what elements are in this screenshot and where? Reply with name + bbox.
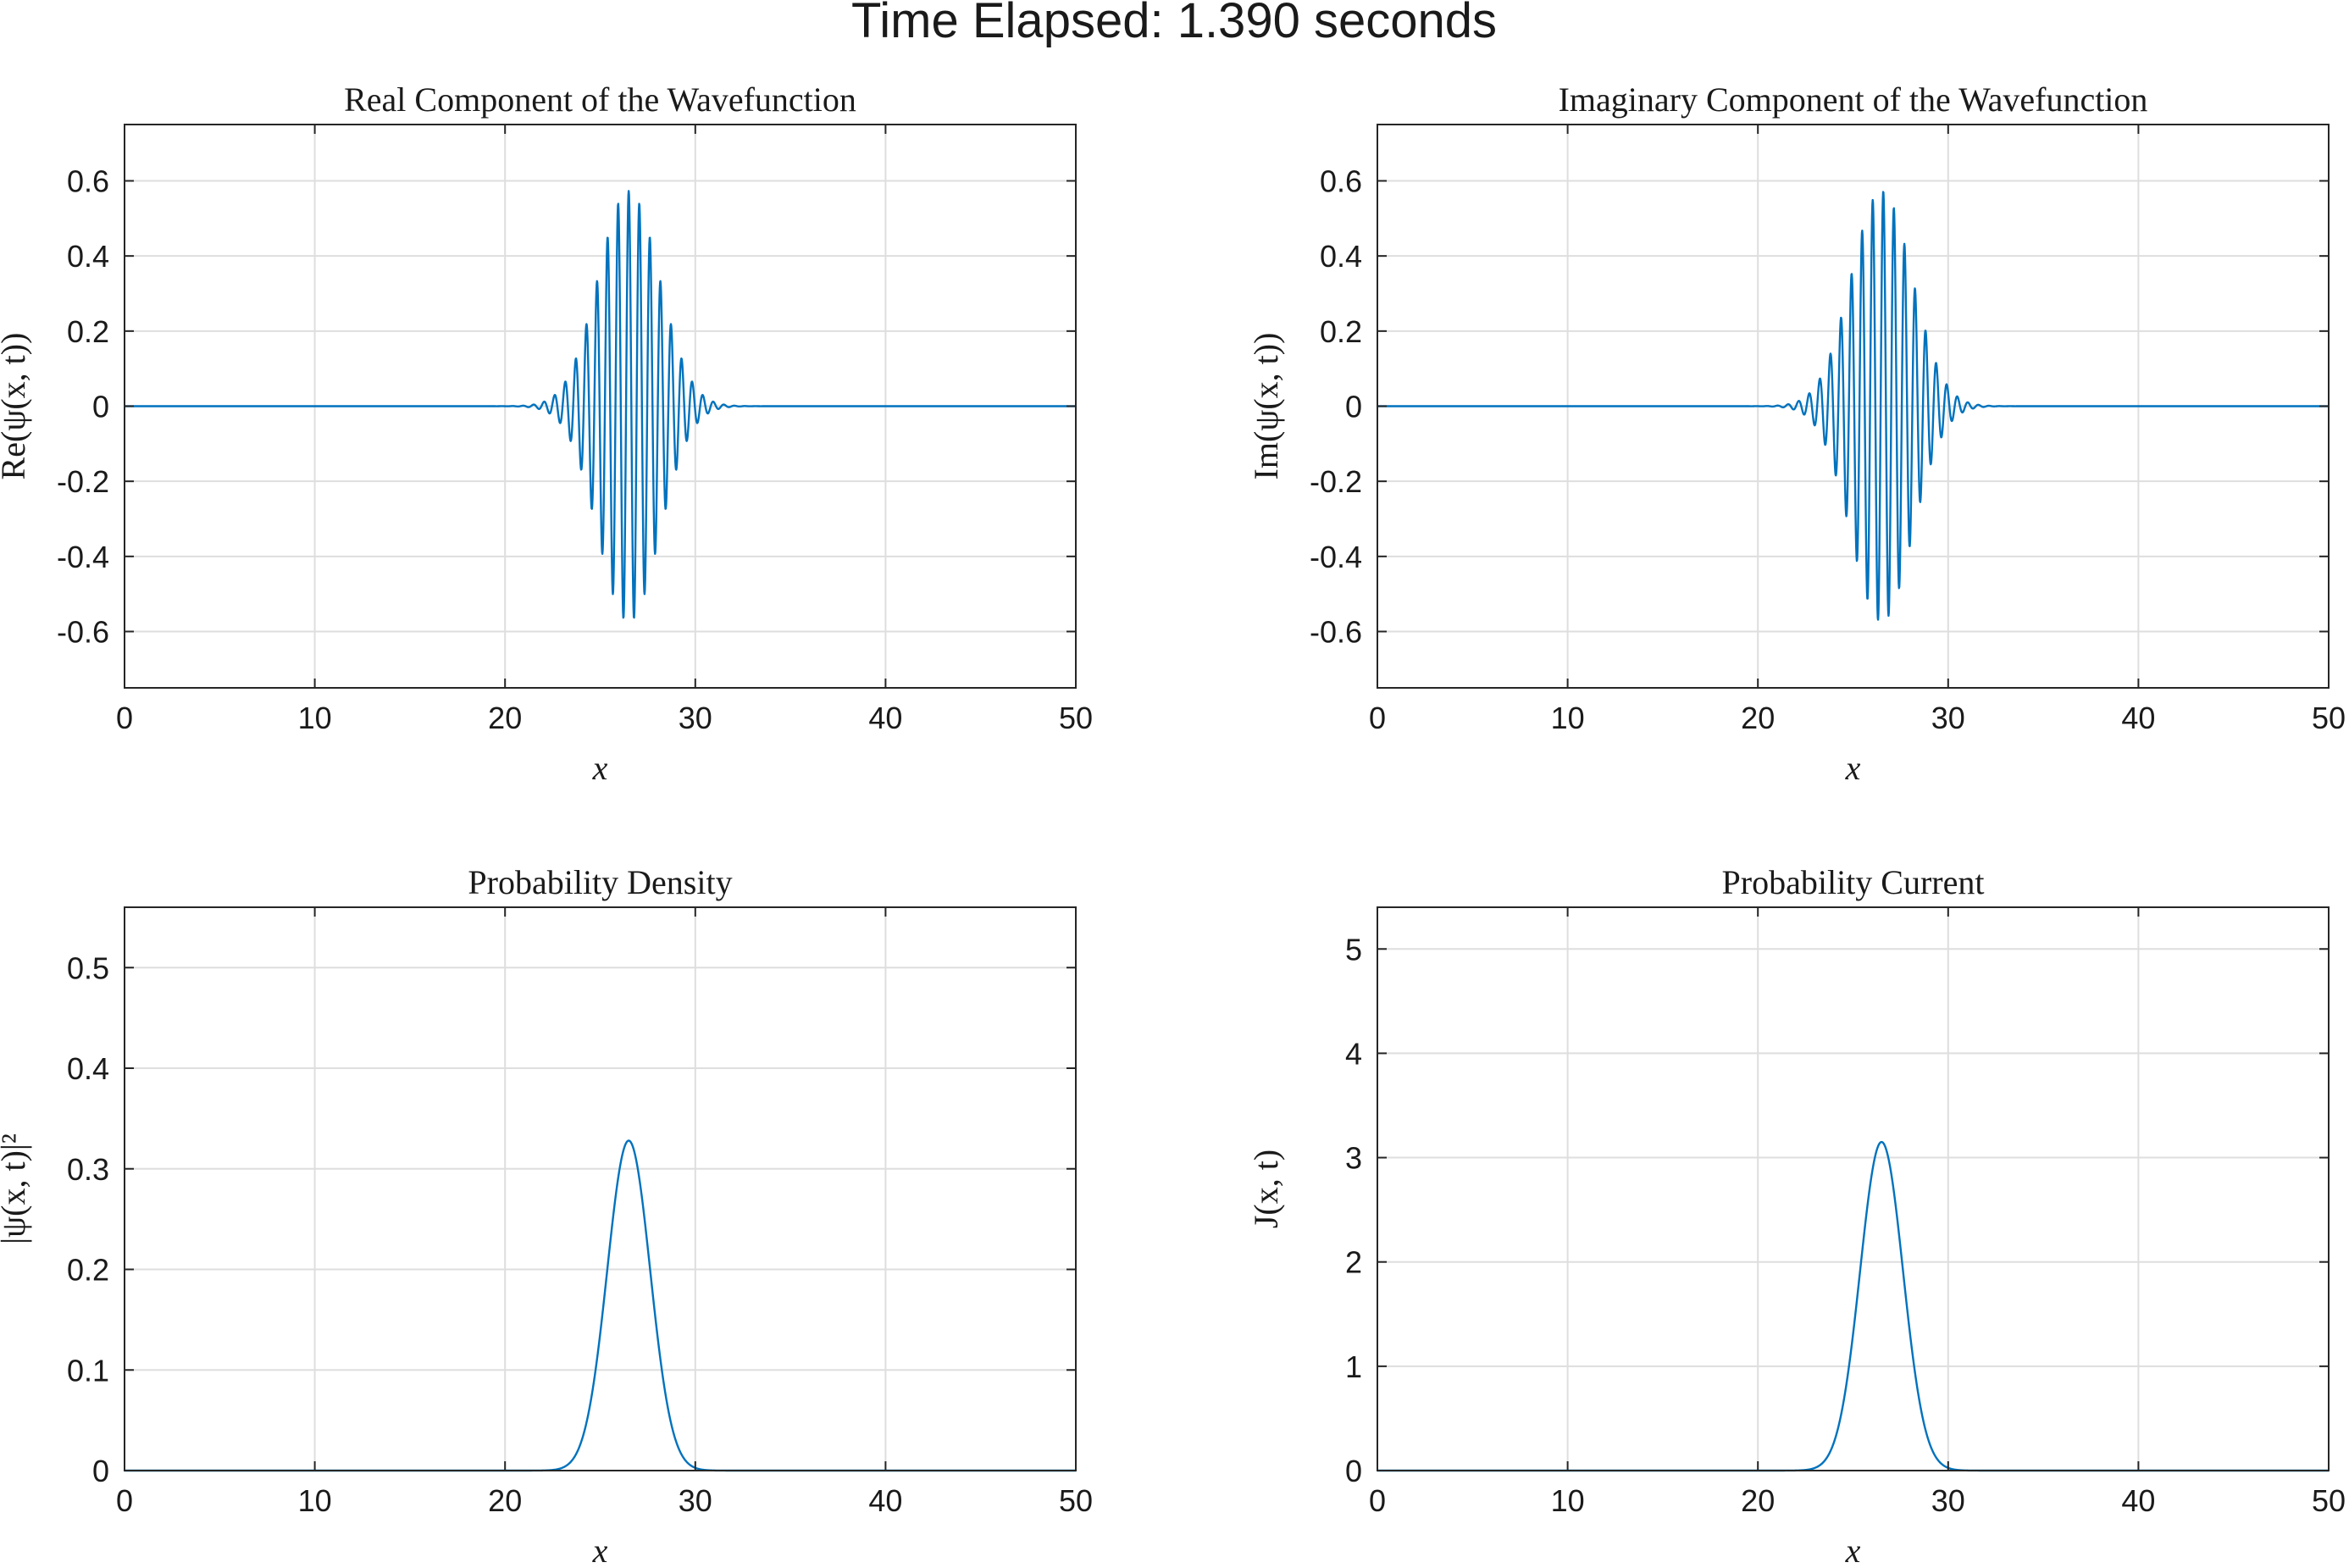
x-tick-label: 10 [1551, 1483, 1585, 1518]
plot-area [125, 907, 1076, 1471]
y-tick-label: 0.4 [67, 239, 109, 274]
panel-density: 0 10 20 30 40 50 0 0.1 0.2 0.3 0.4 0.5 Probability D… [0, 863, 1093, 1568]
y-tick-label: 1 [1345, 1349, 1362, 1384]
panel-title: Imaginary Component of the Wavefunction [1559, 80, 2148, 119]
x-tick-label: 50 [1059, 701, 1093, 735]
x-tick-label: 30 [1931, 1483, 1965, 1518]
y-tick-label: 0.2 [1320, 314, 1362, 349]
x-tick-label: 40 [2121, 1483, 2155, 1518]
x-tick-label: 50 [2312, 1483, 2346, 1518]
y-tick-label: 5 [1345, 932, 1362, 967]
y-tick-label: 0.4 [1320, 239, 1362, 274]
y-tick-label: -0.2 [1310, 464, 1362, 499]
y-tick-label: 0 [92, 1454, 109, 1488]
x-axis-label: x [1845, 1532, 1861, 1568]
panel-title: Probability Current [1722, 863, 1985, 901]
x-tick-label: 40 [2121, 701, 2155, 735]
panel-current: 0 10 20 30 40 50 0 1 2 3 4 5 Probability Current x J(x… [1247, 863, 2346, 1568]
axes-frame [124, 906, 1077, 1471]
x-axis-label: x [592, 1532, 608, 1568]
series-line-imag [1377, 191, 2330, 621]
x-tick-label: 30 [1931, 701, 1965, 735]
x-tick-label: 10 [298, 701, 332, 735]
series-line-real [124, 190, 1077, 619]
x-tick-label: 50 [1059, 1483, 1093, 1518]
x-tick-label: 0 [1369, 1483, 1386, 1518]
panel-title: Probability Density [468, 863, 732, 901]
x-tick-label: 10 [1551, 701, 1585, 735]
y-tick-label: 2 [1345, 1245, 1362, 1280]
y-tick-label: -0.6 [57, 615, 109, 650]
y-tick-label: 0.2 [67, 1253, 109, 1288]
y-tick-label: 0.5 [67, 950, 109, 985]
y-axis-label: Im(ψ(x, t)) [1247, 333, 1285, 480]
y-tick-label: 0 [1345, 390, 1362, 424]
x-tick-label: 30 [679, 701, 712, 735]
x-tick-label: 0 [116, 701, 133, 735]
panel-real: 0 10 20 30 40 50 -0.6 -0.4 -0.2 0 0.2 0.4 0.6 Real Co… [0, 80, 1093, 787]
y-tick-label: 4 [1345, 1036, 1362, 1071]
x-tick-label: 20 [488, 1483, 522, 1518]
x-tick-label: 50 [2312, 701, 2346, 735]
y-tick-label: 3 [1345, 1141, 1362, 1176]
y-tick-label: -0.2 [57, 464, 109, 499]
y-tick-label: 0.3 [67, 1152, 109, 1187]
x-tick-label: 20 [1741, 1483, 1775, 1518]
figure-title: Time Elapsed: 1.390 seconds [851, 0, 1497, 48]
y-tick-label: 0 [1345, 1454, 1362, 1488]
panel-title: Real Component of the Wavefunction [344, 80, 856, 119]
y-tick-label: -0.6 [1310, 615, 1362, 650]
x-tick-label: 40 [868, 1483, 902, 1518]
y-axis-label: J(x, t) [1247, 1150, 1285, 1228]
x-tick-label: 40 [868, 701, 902, 735]
x-tick-label: 20 [488, 701, 522, 735]
y-tick-label: 0.6 [1320, 164, 1362, 199]
x-tick-label: 20 [1741, 701, 1775, 735]
x-axis-label: x [592, 749, 608, 787]
y-tick-label: 0.6 [67, 164, 109, 199]
y-tick-label: 0 [92, 390, 109, 424]
x-axis-label: x [1845, 749, 1861, 787]
y-axis-label: |ψ(x, t)|² [0, 1133, 32, 1244]
axes-frame [1377, 906, 2330, 1471]
x-tick-label: 10 [298, 1483, 332, 1518]
y-tick-label: 0.1 [67, 1353, 109, 1388]
y-tick-label: -0.4 [1310, 540, 1362, 574]
x-tick-label: 30 [679, 1483, 712, 1518]
x-tick-label: 0 [116, 1483, 133, 1518]
panel-imag: 0 10 20 30 40 50 -0.6 -0.4 -0.2 0 0.2 0.4 0.6 Imagina… [1247, 80, 2346, 787]
y-tick-label: -0.4 [57, 540, 109, 574]
y-axis-label: Re(ψ(x, t)) [0, 333, 32, 480]
y-tick-label: 0.4 [67, 1051, 109, 1086]
x-tick-label: 0 [1369, 701, 1386, 735]
y-tick-label: 0.2 [67, 314, 109, 349]
plot-area [1377, 907, 2329, 1471]
